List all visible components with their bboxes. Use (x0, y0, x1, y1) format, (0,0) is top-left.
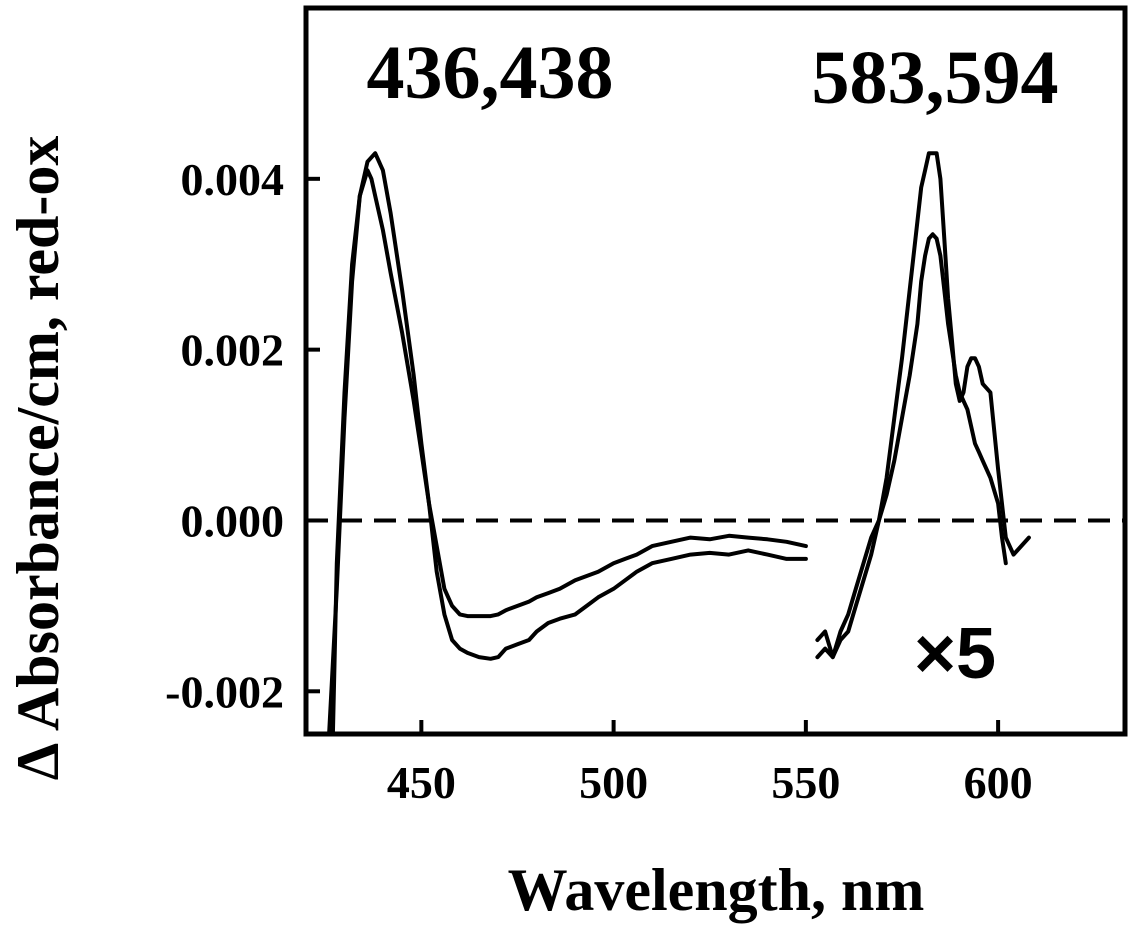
y-axis-title: Δ Absorbance/cm, red-ox (5, 136, 71, 781)
ticks-layer: 0.004 0.002 0.000 -0.002 450 500 550 600 (165, 154, 1032, 808)
peak-label-soret: 436,438 (367, 31, 614, 115)
y-tick-label: 0.004 (181, 154, 285, 205)
series-line-alpha-2 (815, 151, 1031, 660)
series-layer (327, 151, 1031, 734)
series-line-alpha-1 (815, 232, 1008, 660)
x-tick-label: 500 (579, 757, 648, 808)
x-axis-title: Wavelength, nm (508, 857, 925, 923)
x-tick-label: 600 (964, 757, 1033, 808)
peak-label-alpha: 583,594 (812, 36, 1059, 120)
x-tick-label: 550 (771, 757, 840, 808)
x-tick-label: 450 (387, 757, 456, 808)
y-tick-label: 0.002 (181, 325, 285, 376)
plot-frame (303, 5, 1128, 737)
series-line-soret-2 (327, 151, 808, 734)
y-tick-label: -0.002 (165, 666, 284, 717)
y-tick-label: 0.000 (181, 495, 285, 546)
series-line-soret-1 (330, 168, 808, 734)
scale-factor-label: ×5 (914, 614, 996, 694)
